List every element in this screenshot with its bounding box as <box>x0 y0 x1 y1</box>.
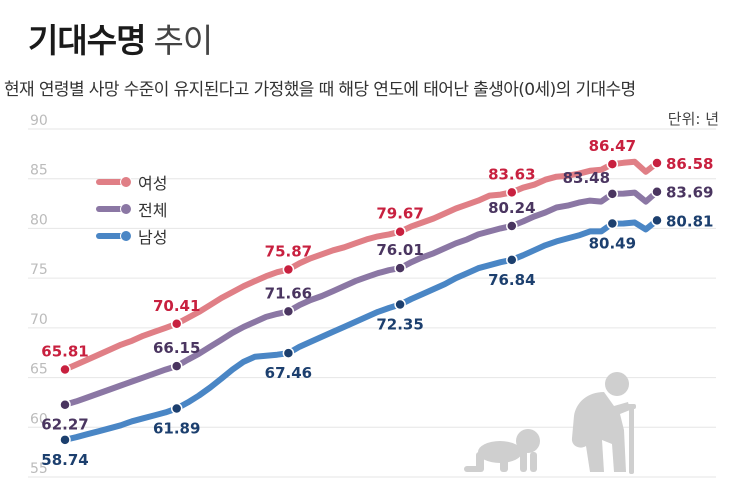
point-male-2010 <box>506 254 518 266</box>
unit-label: 단위: 년 <box>667 110 719 128</box>
point-total-2019 <box>606 188 619 200</box>
data-label-male-1970: 58.74 <box>41 451 88 469</box>
legend: 여성 전체 남성 <box>96 168 167 249</box>
point-male-1970 <box>59 434 71 446</box>
legend-label-total: 전체 <box>138 200 168 220</box>
data-label-female-1980: 70.41 <box>153 297 200 315</box>
data-label-total-2000: 76.01 <box>376 241 423 259</box>
y-tick-55: 55 <box>30 461 48 477</box>
point-total-1990 <box>282 305 295 318</box>
y-tick-70: 70 <box>30 312 48 328</box>
data-label-female-1970: 65.81 <box>41 343 88 361</box>
y-tick-65: 65 <box>30 362 48 378</box>
point-female-2010 <box>506 186 518 199</box>
point-total-2010 <box>506 220 518 232</box>
point-female-1990 <box>282 263 295 276</box>
point-female-2019 <box>606 158 619 170</box>
data-labels: 65.81 70.41 75.87 79.67 83.63 86.47 86.58 62.27… <box>41 137 713 469</box>
series-lines <box>62 158 660 443</box>
point-male-2023 <box>651 214 663 227</box>
title-light: 추이 <box>153 21 213 60</box>
legend-swatch-total <box>96 202 132 215</box>
chart-subtitle: 현재 연령별 사망 수준이 유지된다고 가정했을 때 해당 연도에 태어난 출생… <box>4 80 636 100</box>
y-tick-85: 85 <box>30 163 48 179</box>
legend-label-male: 남성 <box>138 227 168 247</box>
data-label-female-2010: 83.63 <box>488 165 535 183</box>
point-female-1980 <box>170 318 183 330</box>
data-label-total-1980: 66.15 <box>153 339 200 357</box>
y-tick-90: 90 <box>30 113 48 129</box>
point-total-2023 <box>651 185 663 198</box>
data-label-male-2010: 76.84 <box>488 271 535 289</box>
point-male-1980 <box>170 402 183 415</box>
point-female-2000 <box>394 225 406 238</box>
point-male-1990 <box>282 347 295 359</box>
series-line-male <box>62 217 660 443</box>
point-female-1970 <box>59 363 71 376</box>
data-label-male-1990: 67.46 <box>265 364 312 382</box>
legend-item-male: 남성 <box>96 222 167 249</box>
data-label-female-2019: 86.47 <box>589 137 636 155</box>
point-total-1970 <box>59 398 71 411</box>
data-label-male-2023: 80.81 <box>666 212 713 230</box>
data-label-total-2023: 83.69 <box>666 184 713 202</box>
data-label-total-2019: 83.48 <box>563 169 610 187</box>
y-tick-80: 80 <box>30 212 48 228</box>
crawling-baby-icon <box>464 429 540 472</box>
data-label-total-2010: 80.24 <box>488 199 535 217</box>
legend-item-total: 전체 <box>96 195 167 222</box>
chart-title: 기대수명 추이 <box>28 14 213 62</box>
point-total-2000 <box>394 262 406 274</box>
legend-label-female: 여성 <box>138 173 168 193</box>
title-bold: 기대수명 <box>28 21 146 60</box>
baby-elder-illustration <box>464 372 636 474</box>
data-label-male-2019: 80.49 <box>589 235 636 253</box>
series-line-total <box>62 188 660 408</box>
data-label-male-2000: 72.35 <box>376 315 423 333</box>
series-line-female <box>62 158 660 373</box>
elderly-cane-icon <box>571 372 636 474</box>
point-male-2019 <box>606 217 619 230</box>
data-label-male-1980: 61.89 <box>153 419 200 437</box>
legend-swatch-male <box>96 229 132 242</box>
data-label-female-2000: 79.67 <box>376 205 423 223</box>
series-points <box>59 157 663 446</box>
point-total-1980 <box>170 360 183 372</box>
legend-swatch-female <box>96 175 132 188</box>
y-tick-labels: 55 60 65 70 75 80 85 90 <box>30 113 48 477</box>
point-female-2023 <box>651 157 663 169</box>
data-label-female-1990: 75.87 <box>265 242 312 260</box>
point-male-2000 <box>394 298 406 311</box>
data-label-female-2023: 86.58 <box>666 155 713 173</box>
legend-item-female: 여성 <box>96 168 167 195</box>
data-label-total-1990: 71.66 <box>265 284 312 302</box>
data-label-total-1970: 62.27 <box>41 416 88 434</box>
y-tick-60: 60 <box>30 411 48 427</box>
y-tick-75: 75 <box>30 262 48 278</box>
